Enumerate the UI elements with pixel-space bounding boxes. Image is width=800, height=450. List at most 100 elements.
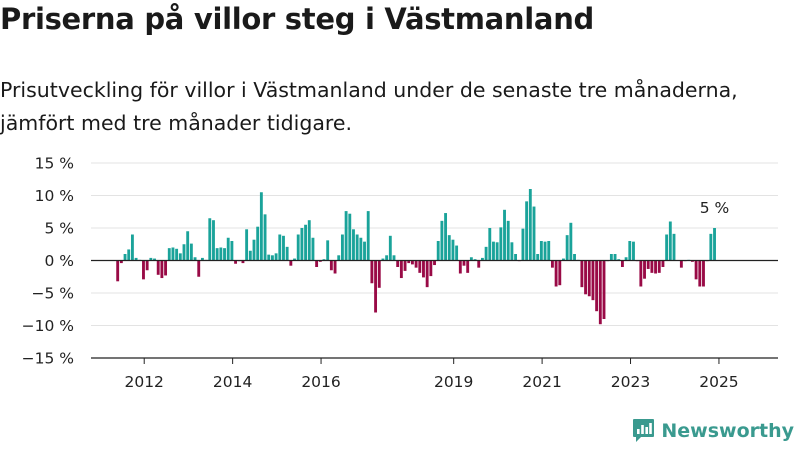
y-tick-label: −15 % <box>22 350 74 368</box>
bar <box>587 260 591 297</box>
bar <box>370 260 374 284</box>
bar <box>510 242 514 261</box>
chart-subtitle: Prisutveckling för villor i Västmanland … <box>0 78 738 135</box>
bar <box>259 192 263 261</box>
bar <box>156 260 160 275</box>
bar <box>252 239 256 261</box>
bar <box>300 228 304 261</box>
bar <box>355 234 359 261</box>
x-tick-label: 2023 <box>611 373 650 391</box>
bar <box>352 229 355 261</box>
bar <box>208 218 212 261</box>
bar <box>304 224 308 261</box>
bar <box>624 257 628 261</box>
bar <box>495 242 499 261</box>
bar <box>178 253 182 261</box>
y-axis-labels: 15 % 10 % 5 % 0 % −5 % −10 % −15 % <box>22 155 74 368</box>
bar <box>632 241 635 261</box>
bar <box>344 211 348 261</box>
bar <box>226 237 230 261</box>
newsworthy-logo-icon <box>633 419 655 442</box>
bar <box>270 255 274 261</box>
bar <box>462 260 466 266</box>
bar <box>142 260 145 280</box>
bar <box>274 253 278 261</box>
bar <box>399 260 403 279</box>
bar <box>219 247 223 261</box>
bar <box>591 260 595 301</box>
bar <box>374 260 378 313</box>
bar <box>543 241 547 261</box>
bar <box>506 220 510 261</box>
bar <box>447 235 451 261</box>
bar <box>433 260 436 266</box>
bar <box>164 260 168 276</box>
bar <box>492 241 495 261</box>
bar <box>363 241 366 261</box>
bar <box>359 237 363 261</box>
bar <box>613 254 617 261</box>
bar <box>145 260 149 271</box>
bar <box>646 260 650 269</box>
bar <box>458 260 462 274</box>
bar <box>469 257 473 261</box>
bar <box>550 260 554 268</box>
bar <box>665 234 669 261</box>
bar <box>628 241 632 261</box>
bar <box>116 260 120 282</box>
bar <box>278 234 282 261</box>
bar <box>311 237 315 261</box>
bar <box>293 258 296 261</box>
bar <box>377 260 381 288</box>
bar <box>536 254 540 261</box>
bar <box>167 248 171 261</box>
bar <box>307 220 311 261</box>
bar <box>396 260 400 267</box>
bar <box>436 241 440 261</box>
bar <box>562 258 565 261</box>
bar <box>440 220 444 261</box>
bar <box>547 241 551 261</box>
bar <box>694 260 698 280</box>
bar <box>186 231 190 261</box>
bar <box>403 260 407 271</box>
bar <box>639 260 643 287</box>
bar <box>256 226 260 261</box>
bar <box>263 214 267 261</box>
bar <box>609 254 613 261</box>
bar <box>514 254 518 261</box>
bar <box>713 228 716 261</box>
bar <box>565 235 569 261</box>
bar <box>381 258 385 261</box>
bar <box>650 260 654 273</box>
y-tick-label: −5 % <box>31 285 74 303</box>
bar <box>326 240 330 261</box>
x-tick-label: 2021 <box>522 373 561 391</box>
bar <box>654 260 658 274</box>
bar <box>215 248 219 261</box>
bar <box>340 234 344 261</box>
bar <box>422 260 425 278</box>
bar <box>532 206 536 261</box>
bar <box>182 244 186 261</box>
bar <box>392 255 396 261</box>
bar <box>414 260 418 268</box>
bar <box>429 260 433 277</box>
y-tick-label: 15 % <box>35 155 74 173</box>
x-tick-label: 2014 <box>213 373 252 391</box>
bar <box>643 260 646 279</box>
bar <box>528 189 532 261</box>
bar <box>525 201 529 261</box>
brand-name: Newsworthy <box>661 419 794 442</box>
bar <box>418 260 422 273</box>
bar <box>569 222 573 261</box>
brand-logo: Newsworthy <box>632 418 794 443</box>
bar <box>558 260 562 286</box>
bar <box>212 220 215 261</box>
bar <box>193 257 197 261</box>
bar <box>160 260 164 279</box>
bar <box>451 239 455 261</box>
bar <box>499 227 503 261</box>
x-tick-label: 2025 <box>699 373 738 391</box>
